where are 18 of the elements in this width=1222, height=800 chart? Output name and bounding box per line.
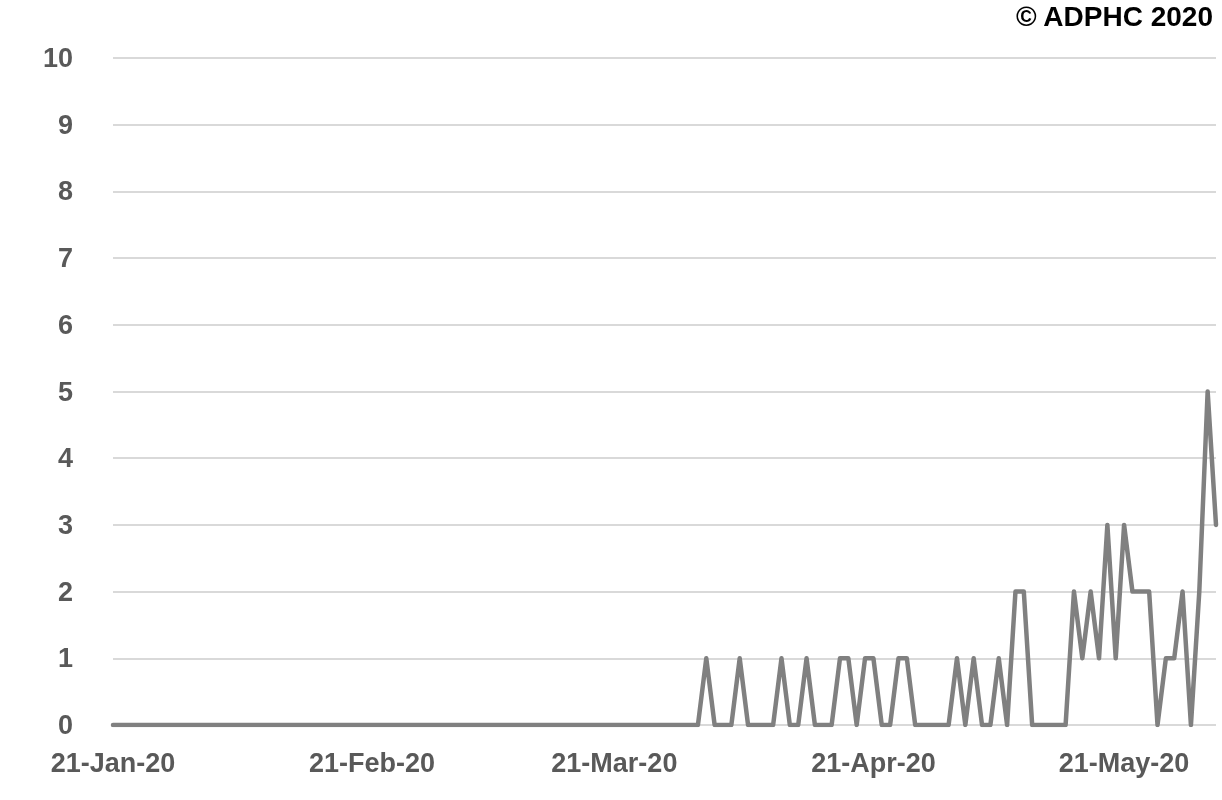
x-tick-label: 21-Mar-20	[551, 747, 678, 778]
y-tick-label: 7	[57, 243, 73, 274]
x-tick-label: 21-Apr-20	[811, 747, 936, 778]
y-tick-label: 10	[42, 43, 73, 73]
y-tick-label: 3	[57, 509, 73, 540]
x-tick-label: 21-May-20	[1058, 747, 1190, 778]
y-tick-label: 0	[57, 710, 73, 740]
y-tick-label: 4	[57, 443, 73, 474]
x-tick-label: 21-Jan-20	[50, 747, 176, 778]
y-tick-label: 5	[57, 376, 73, 407]
y-tick-label: 9	[57, 109, 73, 140]
line-series	[110, 389, 1219, 728]
y-tick-label: 2	[57, 576, 73, 607]
text: © ADPHC 2020	[1015, 0, 1213, 32]
y-tick-label: 8	[57, 176, 73, 207]
x-tick-label: 21-Feb-20	[309, 747, 436, 778]
y-tick-label: 6	[57, 309, 73, 340]
y-tick-label: 1	[57, 643, 73, 674]
